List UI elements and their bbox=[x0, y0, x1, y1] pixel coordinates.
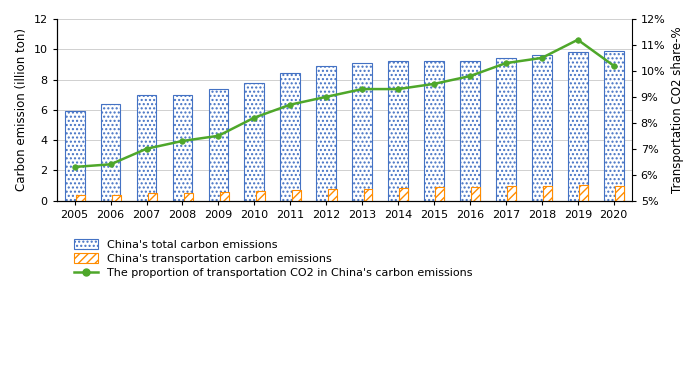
Bar bbox=[219, 192, 229, 201]
Bar bbox=[496, 58, 516, 201]
Bar bbox=[256, 191, 265, 201]
Bar bbox=[76, 196, 85, 201]
Bar bbox=[604, 51, 624, 201]
Bar bbox=[363, 188, 373, 201]
Bar bbox=[291, 190, 301, 201]
Bar bbox=[328, 189, 336, 201]
Bar bbox=[245, 83, 264, 201]
Bar bbox=[280, 73, 300, 201]
Bar bbox=[352, 63, 372, 201]
Bar bbox=[543, 186, 552, 201]
Legend: China's total carbon emissions, China's transportation carbon emissions, The pro: China's total carbon emissions, China's … bbox=[74, 239, 473, 278]
Bar bbox=[507, 186, 517, 201]
Bar bbox=[317, 66, 336, 201]
Bar bbox=[435, 187, 445, 201]
Bar bbox=[460, 61, 480, 201]
Bar bbox=[65, 111, 85, 201]
Bar bbox=[568, 52, 588, 201]
Bar bbox=[208, 89, 229, 201]
Bar bbox=[424, 61, 444, 201]
Bar bbox=[101, 104, 120, 201]
Bar bbox=[471, 187, 480, 201]
Y-axis label: Transportation CO2 share-%: Transportation CO2 share-% bbox=[671, 26, 684, 193]
Bar bbox=[388, 61, 408, 201]
Y-axis label: Carbon emission (illion ton): Carbon emission (illion ton) bbox=[15, 28, 28, 191]
Bar bbox=[399, 188, 408, 201]
Bar bbox=[579, 185, 588, 201]
Bar bbox=[173, 95, 192, 201]
Bar bbox=[112, 195, 121, 201]
Bar bbox=[615, 186, 624, 201]
Bar bbox=[184, 193, 193, 201]
Bar bbox=[148, 193, 157, 201]
Bar bbox=[532, 55, 552, 201]
Bar bbox=[137, 95, 157, 201]
